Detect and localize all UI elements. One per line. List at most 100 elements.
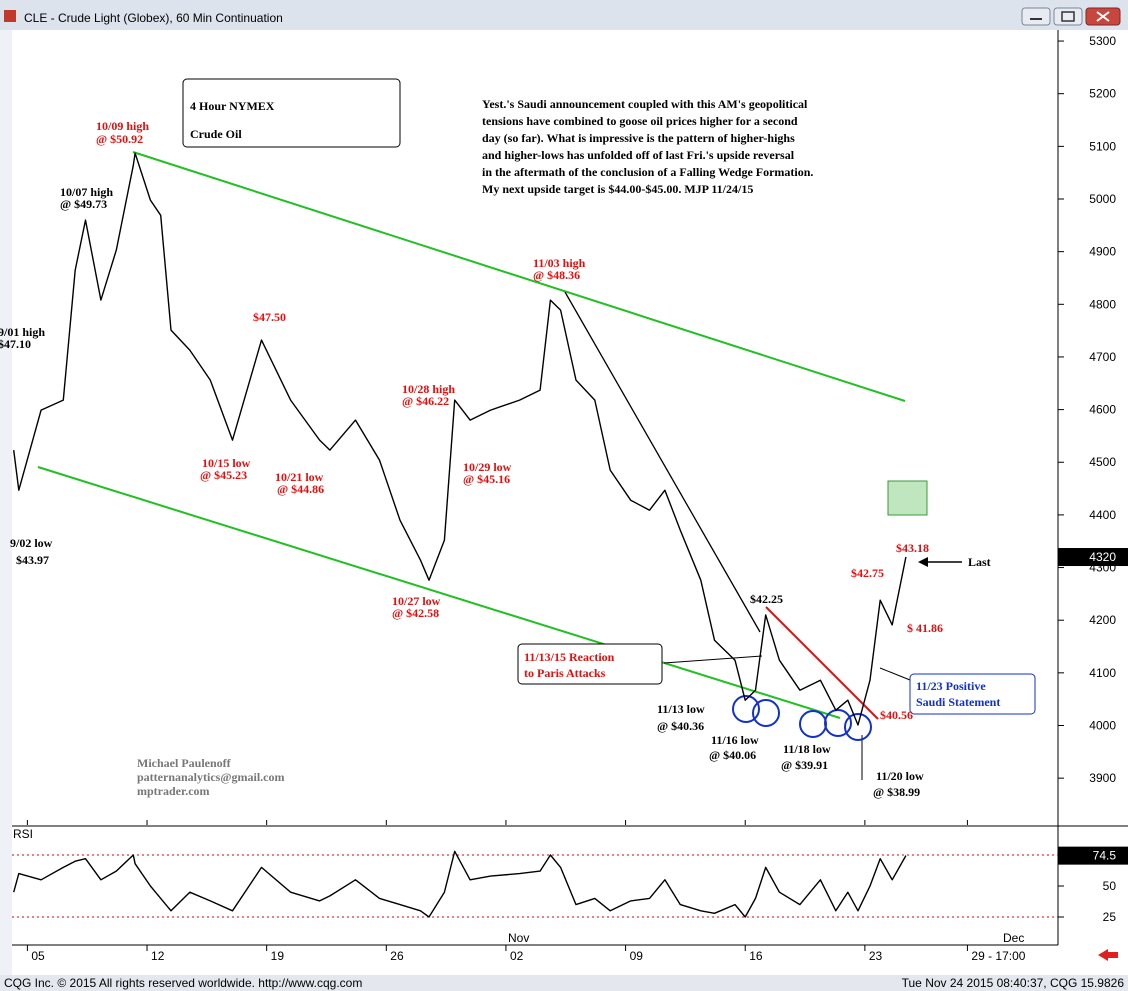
annotation: Michael Paulenoff xyxy=(137,756,232,770)
annotation: $47.10 xyxy=(0,337,31,351)
x-tick-label: 29 - 17:00 xyxy=(971,949,1025,963)
y-tick-label: 4500 xyxy=(1089,455,1116,469)
x-tick-label: 16 xyxy=(749,949,763,963)
close-icon xyxy=(1096,11,1110,22)
app-icon xyxy=(4,10,16,22)
annotation: and higher-lows has unfolded off of last… xyxy=(482,148,795,162)
x-tick-label: 26 xyxy=(390,949,404,963)
annotation: @ $45.23 xyxy=(200,468,247,482)
pointer-line xyxy=(879,667,911,681)
last-value-label: 4320 xyxy=(1089,550,1116,564)
y-tick-label: 4100 xyxy=(1089,666,1116,680)
annotation: @ $42.58 xyxy=(392,606,439,620)
annotation: 10/27 low xyxy=(392,594,441,608)
minimize-button[interactable] xyxy=(1021,7,1051,26)
price-line xyxy=(13,850,907,918)
y-tick-label: 25 xyxy=(1103,910,1117,924)
maximize-icon xyxy=(1061,11,1075,22)
trend-line xyxy=(564,291,761,633)
y-tick-label: 4400 xyxy=(1089,508,1116,522)
scroll-arrow[interactable] xyxy=(1098,949,1118,961)
annotation: mptrader.com xyxy=(137,784,210,798)
month-label: Dec xyxy=(1003,931,1024,945)
y-tick-label: 5200 xyxy=(1089,87,1116,101)
maximize-button[interactable] xyxy=(1053,7,1083,26)
low-circle xyxy=(752,699,780,727)
last-arrow-head xyxy=(918,557,928,567)
annotation: Last xyxy=(968,555,991,569)
annotation: $47.50 xyxy=(253,310,286,324)
y-tick-label: 5000 xyxy=(1089,192,1116,206)
annotation: day (so far). What is impressive is the … xyxy=(482,131,795,145)
annotation: @ $48.36 xyxy=(533,268,580,282)
x-tick-label: 19 xyxy=(271,949,285,963)
annotation: $42.25 xyxy=(750,592,783,606)
month-label: Nov xyxy=(508,931,529,945)
low-circle xyxy=(824,709,852,737)
window-title: CLE - Crude Light (Globex), 60 Min Conti… xyxy=(24,11,283,25)
x-tick-label: 02 xyxy=(510,949,524,963)
annotation: 11/20 low xyxy=(876,769,924,783)
annotation: @ $40.06 xyxy=(709,748,756,762)
annotation: 10/09 high xyxy=(96,119,149,133)
annotation: 11/16 low xyxy=(711,733,759,747)
footer-right: Tue Nov 24 2015 08:40:37, CQG 15.9826 xyxy=(902,976,1125,990)
x-tick-label: 09 xyxy=(630,949,644,963)
y-tick-label: 3900 xyxy=(1089,771,1116,785)
y-tick-label: 4800 xyxy=(1089,297,1116,311)
annotation: $42.75 xyxy=(851,566,884,580)
y-tick-label: 4700 xyxy=(1089,350,1116,364)
annotation: @ $46.22 xyxy=(402,394,449,408)
note-box xyxy=(909,673,1036,715)
annotation: 10/07 high xyxy=(60,185,113,199)
y-tick-label: 50 xyxy=(1103,879,1117,893)
annotation: 9/02 low xyxy=(10,536,53,550)
title-bar xyxy=(0,0,1128,30)
note-box xyxy=(517,643,663,685)
annotation: @ $38.99 xyxy=(873,785,920,799)
pointer-line xyxy=(663,655,763,664)
title-box xyxy=(182,78,401,148)
annotation: @ $44.86 xyxy=(277,482,324,496)
annotation: 11/23 Positive xyxy=(916,679,986,693)
last-value-label: 74.5 xyxy=(1093,849,1117,863)
low-circles xyxy=(732,695,872,741)
annotation: @ $50.92 xyxy=(96,132,143,146)
y-tick-label: 5100 xyxy=(1089,139,1116,153)
lower-channel-line xyxy=(37,466,841,719)
annotation: @ $40.36 xyxy=(657,719,704,733)
annotation: @ $45.16 xyxy=(463,472,510,486)
price-line xyxy=(13,152,907,726)
annotation: 11/18 low xyxy=(783,742,831,756)
annotation: Saudi Statement xyxy=(916,695,1000,709)
annotation: @ $49.73 xyxy=(60,197,107,211)
annotation: tensions have combined to goose oil pric… xyxy=(482,114,798,128)
annotation: 10/29 low xyxy=(463,460,512,474)
low-circle xyxy=(732,695,760,723)
wedge-line xyxy=(765,606,879,720)
last-value-tag xyxy=(1058,846,1128,865)
annotation: Yest.'s Saudi announcement coupled with … xyxy=(482,97,808,111)
annotation: $40.56 xyxy=(880,708,913,722)
annotation: in the aftermath of the conclusion of a … xyxy=(482,165,813,179)
y-tick-label: 4900 xyxy=(1089,245,1116,259)
upper-channel-line xyxy=(132,151,906,402)
annotation: 10/28 high xyxy=(402,382,455,396)
panel-title: RSI xyxy=(13,827,33,841)
annotation: 9/01 high xyxy=(0,325,45,339)
annotation: 11/13/15 Reaction xyxy=(524,650,615,664)
footer-bar xyxy=(0,975,1128,991)
footer-left: CQG Inc. © 2015 All rights reserved worl… xyxy=(4,976,362,990)
annotation: $43.97 xyxy=(16,553,49,567)
y-tick-label: 4600 xyxy=(1089,403,1116,417)
annotation: 11/13 low xyxy=(657,702,705,716)
annotation: My next upside target is $44.00-$45.00. … xyxy=(482,182,753,196)
low-circle xyxy=(844,713,872,741)
y-tick-label: 4000 xyxy=(1089,718,1116,732)
last-value-tag xyxy=(1058,548,1128,567)
target-box xyxy=(887,480,928,516)
x-tick-label: 23 xyxy=(869,949,883,963)
annotation: 11/03 high xyxy=(533,256,586,270)
y-tick-label: 5300 xyxy=(1089,34,1116,48)
